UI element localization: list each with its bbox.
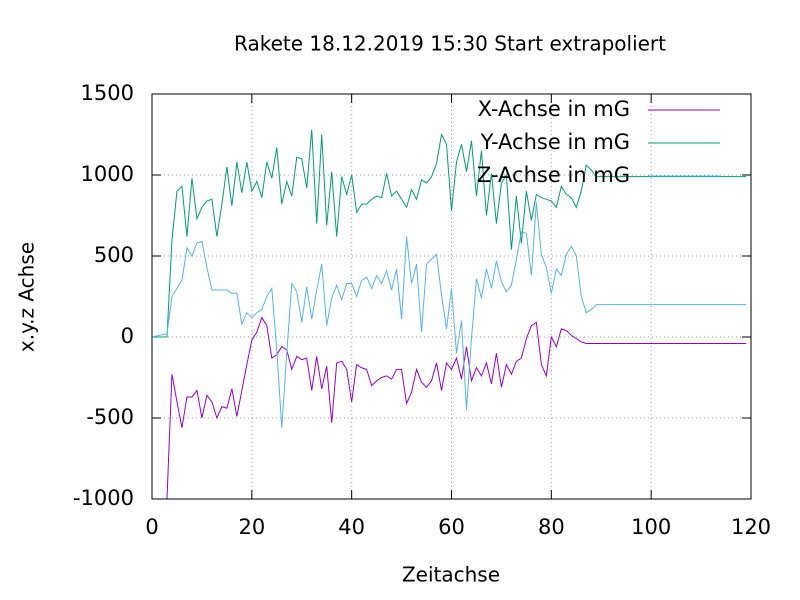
y-tick-label: -500 (86, 405, 134, 429)
x-axis-label: Zeitachse (402, 563, 500, 587)
legend-label: X-Achse in mG (478, 97, 630, 121)
y-tick-label: 1000 (81, 162, 134, 186)
x-tick-label: 60 (438, 515, 465, 539)
x-tick-label: 120 (731, 515, 771, 539)
series-line (152, 202, 747, 428)
x-tick-label: 80 (538, 515, 565, 539)
x-tick-label: 40 (338, 515, 365, 539)
y-tick-label: 1500 (81, 81, 134, 105)
chart-title: Rakete 18.12.2019 15:30 Start extrapolie… (234, 32, 666, 56)
y-tick-label: 500 (94, 243, 134, 267)
y-tick-label: 0 (121, 324, 134, 348)
legend-label: Y-Achse in mG (480, 130, 630, 154)
plot-frame (151, 93, 752, 500)
y-axis-label: x.y.z Achse (15, 242, 39, 352)
series-line (152, 129, 747, 338)
x-tick-label: 0 (145, 515, 158, 539)
x-tick-label: 100 (631, 515, 671, 539)
series-line (166, 316, 747, 499)
x-tick-label: 20 (238, 515, 265, 539)
legend-label: Z-Achse in mG (477, 163, 630, 187)
y-tick-label: -1000 (73, 486, 134, 510)
